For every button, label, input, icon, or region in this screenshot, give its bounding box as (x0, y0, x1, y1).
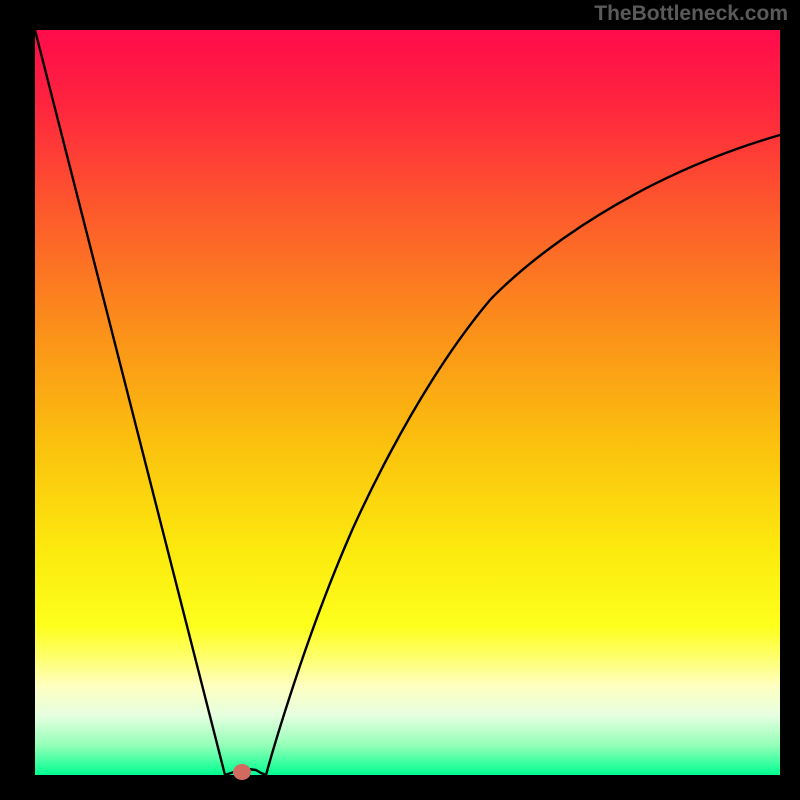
attribution-label: TheBottleneck.com (594, 2, 788, 26)
optimal-point-dot (233, 764, 251, 780)
bottleneck-chart (0, 0, 800, 800)
chart-container: { "attribution": "TheBottleneck.com", "c… (0, 0, 800, 800)
chart-gradient-bg (35, 30, 780, 775)
